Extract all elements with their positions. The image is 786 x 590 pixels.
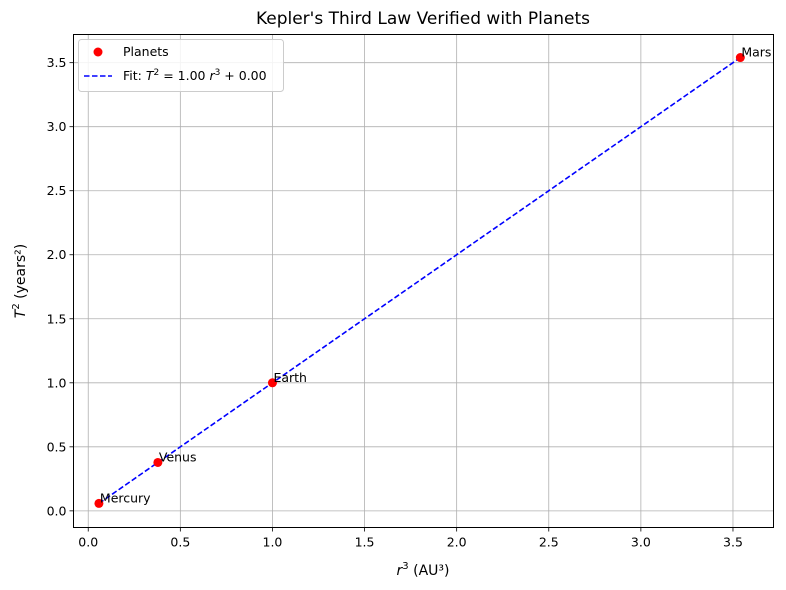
legend-label-planets: Planets [123,44,169,59]
plot-frame [73,34,774,528]
data-point-venus [153,457,163,467]
x-tick-label: 0.5 [170,535,190,550]
x-axis-label: r3 (AU³) [397,561,450,579]
y-axis-label-var: T [13,308,29,318]
y-tick-label: 2.0 [47,247,67,262]
x-tick-label: 1.5 [355,535,375,550]
grid [73,34,774,528]
legend-marker-planets [93,47,103,57]
x-tick-label: 2.5 [539,535,559,550]
legend-label-fit: Fit: T2 = 1.00 r3 + 0.00 [123,68,267,83]
x-tick-label: 1.0 [263,535,283,550]
data-point-earth [267,378,277,388]
fit-line-layer [98,56,741,505]
x-axis-label-exp: 3 [402,561,408,572]
x-axis-ticks: 0.0 0.5 1.0 1.5 2.0 2.5 3.0 3.5 [78,527,743,550]
y-axis-label-unit: (years²) [13,244,29,304]
fit-line [98,56,741,505]
points-layer [94,53,745,508]
y-axis-label-exp: 2 [11,303,22,309]
x-axis-label-var: r [397,563,404,579]
y-tick-label: 3.0 [47,119,67,134]
point-label-venus: Venus [159,449,197,464]
legend-fit-prefix: Fit: [123,68,146,83]
legend-fit-mid: = 1.00 [159,68,209,83]
y-tick-label: 0.0 [47,503,67,518]
y-tick-label: 1.0 [47,375,67,390]
legend-fit-exp2: 3 [215,68,221,78]
point-label-mars: Mars [741,45,771,60]
x-axis-label-unit: (AU³) [409,563,450,579]
x-tick-label: 3.0 [631,535,651,550]
legend-fit-var: T [146,68,155,83]
legend-fit-exp: 2 [153,68,159,78]
legend-box [78,39,284,92]
y-tick-label: 2.5 [47,183,67,198]
y-axis-label: T2 (years²) [11,244,29,318]
point-label-earth: Earth [273,370,307,385]
x-tick-label: 2.0 [447,535,467,550]
data-point-mercury [94,498,104,508]
chart-title: Kepler's Third Law Verified with Planets [256,9,590,29]
x-tick-label: 0.0 [78,535,98,550]
point-label-mercury: Mercury [100,490,151,505]
legend-fit-var2: r [209,68,215,83]
legend: Planets Fit: T2 = 1.00 r3 + 0.00 [78,39,284,92]
data-point-mars [735,53,745,63]
x-tick-label: 3.5 [723,535,743,550]
y-tick-label: 3.5 [47,55,67,70]
y-axis-ticks: 0.0 0.5 1.0 1.5 2.0 2.5 3.0 3.5 [47,55,74,518]
point-labels: Mercury Venus Earth Mars [100,45,772,506]
y-tick-label: 1.5 [47,311,67,326]
y-tick-label: 0.5 [47,439,67,454]
legend-fit-suffix: + 0.00 [220,68,266,83]
